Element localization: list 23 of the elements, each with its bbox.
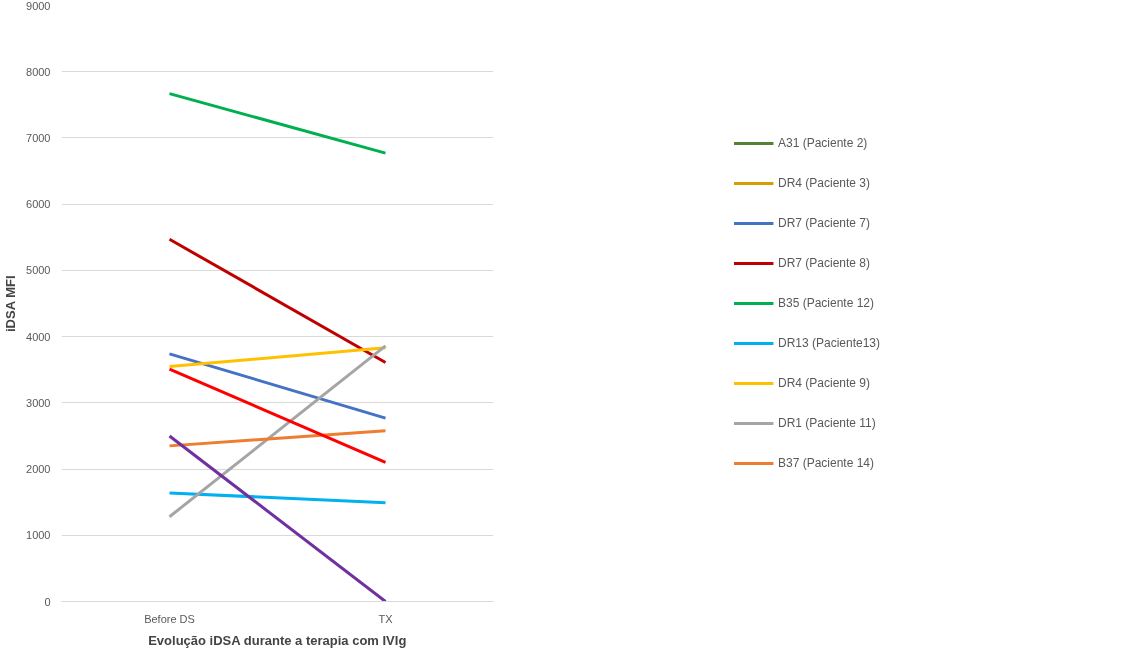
y-tick-label: 5000: [26, 264, 51, 277]
legend-label: DR4 (Paciente 3): [777, 176, 871, 190]
legend-label: A31 (Paciente 2): [777, 136, 868, 150]
legend-label: DR7 (Paciente 8): [777, 256, 871, 270]
x-tick-label: Before DS: [144, 612, 195, 625]
x-tick-label: TX: [378, 612, 394, 625]
legend-label: DR1 (Paciente 11): [777, 416, 876, 430]
x-axis-title: Evolução iDSA durante a terapia com IVIg: [148, 632, 407, 648]
y-tick-label: 0: [44, 595, 51, 608]
legend-label: B35 (Paciente 12): [777, 296, 875, 310]
legend-label: DR7 (Paciente 7): [777, 216, 871, 230]
y-tick-label: 9000: [26, 0, 51, 12]
legend-label: DR4 (Paciente 9): [777, 376, 871, 390]
y-axis-title: iDSA MFI: [3, 275, 19, 333]
y-tick-label: 4000: [26, 330, 51, 343]
legend-label: DR13 (Paciente13): [777, 336, 881, 350]
y-tick-label: 3000: [26, 396, 51, 409]
y-tick-label: 6000: [26, 198, 51, 211]
y-tick-label: 7000: [26, 131, 51, 144]
y-tick-label: 1000: [26, 529, 51, 542]
legend-label: B37 (Paciente 14): [777, 456, 875, 470]
y-tick-label: 8000: [26, 65, 51, 78]
y-tick-label: 2000: [26, 463, 51, 476]
